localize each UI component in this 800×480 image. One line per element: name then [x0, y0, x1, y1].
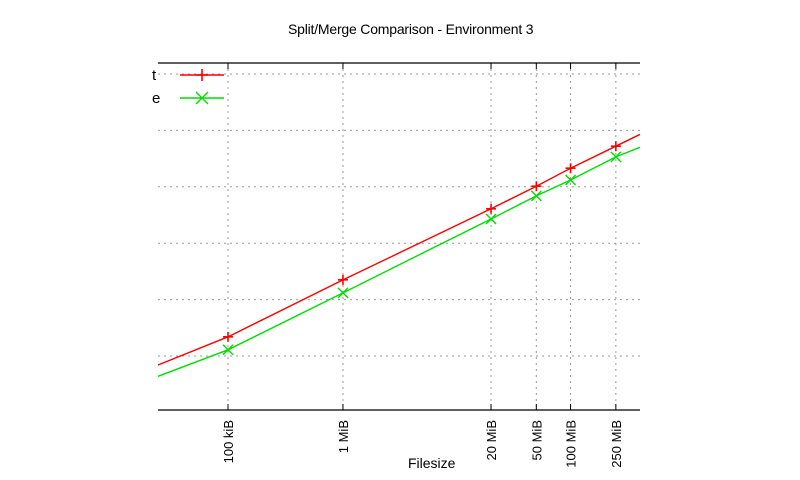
legend-cross-marker-icon: [195, 91, 209, 105]
grid: [158, 63, 640, 410]
cross-marker-icon: [565, 174, 577, 186]
plus-marker-icon: [337, 274, 348, 285]
plus-marker-icon: [565, 163, 576, 174]
x-tick-label: 100 MiB: [564, 420, 579, 468]
cross-marker-icon: [222, 344, 234, 356]
legend-plus-marker-icon: [196, 69, 208, 81]
x-tick-label: 50 MiB: [529, 420, 544, 460]
x-tick-label: 100 kiB: [221, 420, 236, 463]
x-tick-label: 20 MiB: [484, 420, 499, 460]
x-tick-label: 250 MiB: [609, 420, 624, 468]
legend: te: [152, 67, 224, 107]
cross-marker-icon: [610, 151, 622, 163]
plus-marker-icon: [610, 141, 621, 152]
legend-label: t: [152, 67, 157, 84]
cross-marker-icon: [530, 190, 542, 202]
x-axis-label: Filesize: [408, 455, 456, 471]
merge-series-line: [157, 146, 641, 377]
cross-marker-icon: [485, 213, 497, 225]
chart-title: Split/Merge Comparison - Environment 3: [288, 21, 534, 37]
split-series-line: [157, 133, 641, 366]
plus-marker-icon: [486, 203, 497, 214]
x-tick-label: 1 MiB: [336, 420, 351, 453]
plus-marker-icon: [531, 181, 542, 192]
series-lines: [157, 133, 641, 377]
plus-marker-icon: [223, 331, 233, 342]
x-ticks: 100 kiB 1 MiB 20 MiB 50 MiB 100 MiB 250 MiB: [221, 63, 624, 468]
cross-marker-icon: [337, 287, 349, 299]
axes: [158, 62, 640, 411]
legend-label: e: [152, 90, 160, 107]
